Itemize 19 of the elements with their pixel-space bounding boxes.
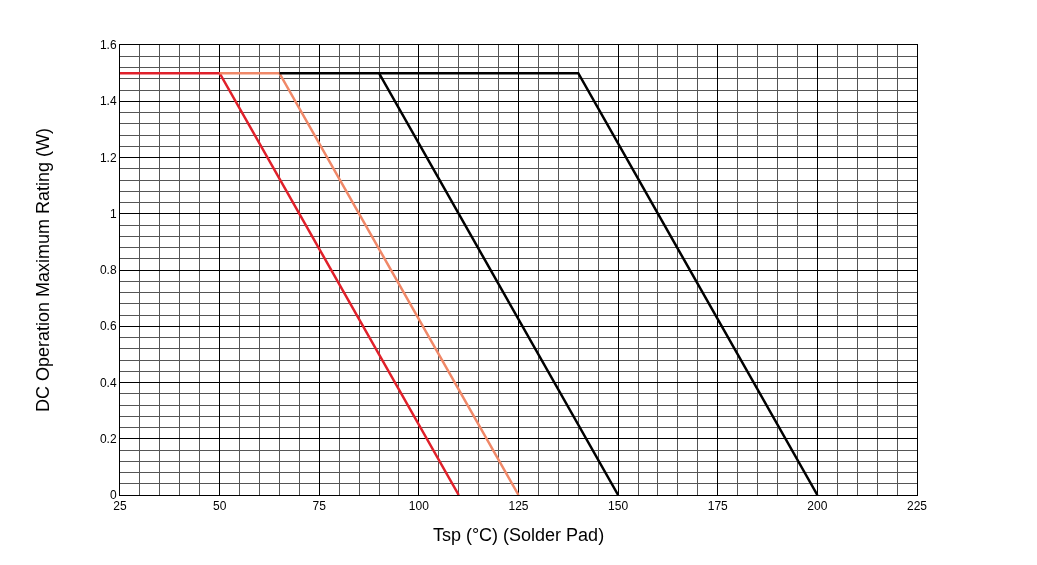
- x-tick-label: 25: [113, 499, 127, 514]
- x-axis-title: Tsp (°C) (Solder Pad): [432, 524, 605, 545]
- x-tick-label: 150: [608, 499, 629, 514]
- y-tick-label: 1.2: [99, 150, 117, 165]
- x-tick-label: 75: [312, 499, 327, 514]
- y-axis-title: DC Operation Maximum Rating (W): [33, 127, 54, 413]
- y-tick-label: 1.4: [99, 94, 117, 109]
- y-tick-label: 0.2: [99, 431, 117, 446]
- x-tick-label: 200: [807, 499, 828, 514]
- x-tick-label: 175: [707, 499, 729, 514]
- y-tick-label: 1.6: [99, 38, 117, 53]
- y-tick-label: 0.8: [99, 263, 117, 278]
- x-tick-label: 225: [906, 499, 928, 514]
- y-tick-label: 0.4: [99, 375, 117, 390]
- y-tick-label: 0.6: [99, 319, 117, 334]
- y-tick-label: 1: [109, 206, 117, 221]
- x-tick-label: 50: [212, 499, 227, 514]
- x-tick-label: 125: [508, 499, 529, 514]
- x-tick-label: 100: [408, 499, 430, 514]
